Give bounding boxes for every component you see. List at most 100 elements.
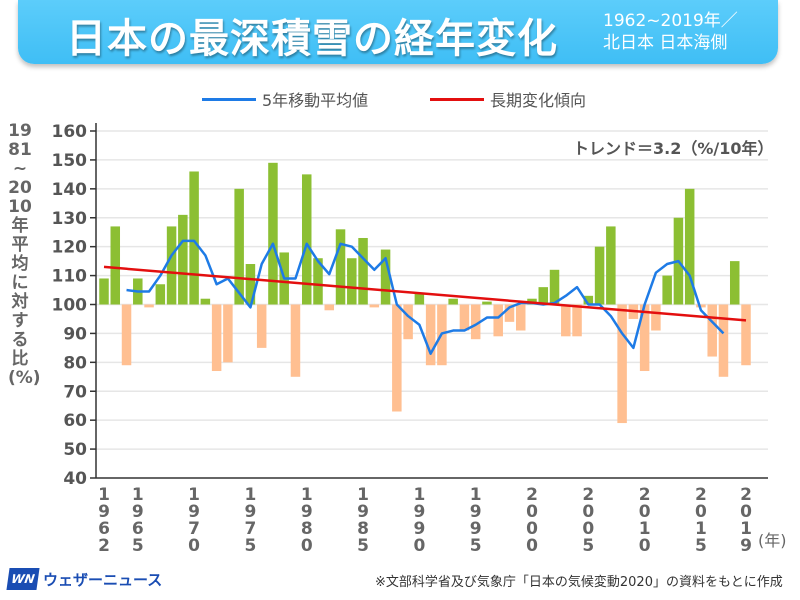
bar-1995 (470, 304, 481, 340)
y-tick-label-160: 160 (52, 122, 88, 142)
x-tick-digit: 9 (413, 502, 425, 522)
bar-1999 (515, 304, 526, 331)
y-tick-label-40: 40 (63, 469, 87, 489)
x-tick-digit: 0 (582, 519, 594, 539)
bar-1979 (290, 304, 301, 377)
x-tick-digit: 2 (526, 485, 538, 505)
bars (99, 162, 751, 424)
x-tick-digit: 0 (639, 536, 651, 556)
bar-1975 (245, 264, 256, 305)
y-tick-label-90: 90 (63, 324, 87, 344)
subtitle-region: 北日本 日本海側 (603, 33, 728, 53)
y-tick-label-120: 120 (52, 238, 88, 258)
x-tick-digit: 9 (470, 502, 482, 522)
x-tick-digit: 9 (188, 502, 200, 522)
x-tick-digit: 1 (357, 485, 369, 505)
y-tick-label-150: 150 (52, 151, 88, 171)
x-tick-digit: 1 (639, 519, 651, 539)
legend-red-line-icon (430, 97, 484, 101)
x-tick-digit: 9 (98, 502, 110, 522)
x-tick-digit: 1 (740, 519, 752, 539)
bar-1972 (211, 304, 222, 372)
x-tick-digit: 5 (244, 536, 256, 556)
bar-2016 (707, 304, 717, 357)
x-tick-digit: 0 (413, 536, 425, 556)
bar-1987 (380, 249, 391, 305)
x-tick-digit: 0 (301, 536, 313, 556)
x-tick-digit: 0 (526, 519, 538, 539)
bar-2017 (718, 304, 729, 377)
x-tick-digit: 0 (526, 502, 538, 522)
x-tick-digit: 0 (695, 502, 707, 522)
bar-2015 (696, 304, 706, 308)
legend-blue-line-icon (202, 97, 256, 101)
x-tick-digit: 9 (301, 502, 313, 522)
x-tick-digit: 6 (98, 519, 110, 539)
x-tick-digit: 8 (357, 519, 369, 539)
y-tick-label-130: 130 (52, 209, 88, 229)
x-tick-digit: 1 (413, 485, 425, 505)
y-axis-label: 1981~2010年平均に対する比(%) (8, 121, 41, 388)
bar-2008 (617, 304, 627, 424)
x-axis-unit: (年) (758, 531, 787, 550)
y-tick-label-110: 110 (52, 267, 88, 287)
x-tick-digit: 5 (132, 536, 144, 556)
bar-2011 (651, 304, 661, 331)
moving-average-line (126, 239, 725, 355)
bar-1974 (234, 188, 244, 305)
x-tick-digit: 1 (470, 485, 482, 505)
chart-title: 日本の最深積雪の経年変化 (66, 16, 558, 62)
bar-1962 (99, 278, 109, 305)
bar-1984 (347, 258, 357, 305)
logo-text: ウェザーニュース (43, 570, 163, 589)
x-tick-digit: 1 (132, 485, 144, 505)
bar-1986 (369, 304, 380, 308)
bar-1988 (392, 304, 402, 412)
x-tick-digit: 0 (582, 502, 594, 522)
legend-moving-average: 5年移動平均値 (202, 87, 368, 111)
bar-1994 (459, 304, 470, 331)
x-tick-digit: 1 (301, 485, 313, 505)
x-tick-digit: 0 (526, 536, 538, 556)
y-tick-label-100: 100 (52, 296, 88, 316)
x-tick-digit: 2 (98, 536, 110, 556)
bar-1982 (324, 304, 335, 311)
bar-2018 (729, 261, 740, 305)
y-tick-label-140: 140 (52, 180, 88, 200)
y-tick-label-60: 60 (63, 411, 87, 431)
x-tick-label-1962: 1962 (98, 485, 110, 556)
x-tick-digit: 0 (639, 502, 651, 522)
x-tick-digit: 2 (695, 485, 707, 505)
x-tick-digit: 9 (244, 502, 256, 522)
bar-2014 (684, 188, 695, 305)
bar-1989 (403, 304, 413, 340)
x-tick-digit: 5 (470, 536, 482, 556)
bar-2005 (583, 295, 594, 305)
bar-2012 (662, 275, 672, 305)
x-tick-digit: 5 (695, 536, 707, 556)
bar-2003 (561, 304, 571, 337)
x-tick-digit: 2 (740, 485, 752, 505)
y-ticks: 40 50 60 70 80 90 100 110 120 130 140 150 160 (52, 122, 96, 489)
x-tick-label-2019: 2019 (740, 485, 752, 556)
x-tick-digit: 9 (413, 519, 425, 539)
x-tick-digit: 9 (740, 536, 752, 556)
bar-1990 (414, 292, 425, 305)
bar-1993 (448, 298, 458, 305)
x-tick-digit: 1 (244, 485, 256, 505)
trend-annotation: トレンド＝3.2（%/10年） (573, 139, 774, 158)
subtitle-period: 1962~2019年／ (603, 11, 738, 31)
axes (95, 123, 768, 479)
trend-line (103, 265, 747, 322)
bar-2002 (549, 269, 560, 305)
bar-2004 (572, 304, 582, 337)
bar-2019 (741, 304, 751, 366)
y-tick-label-80: 80 (63, 353, 87, 373)
legend-trend-label: 長期変化傾向 (490, 91, 587, 110)
